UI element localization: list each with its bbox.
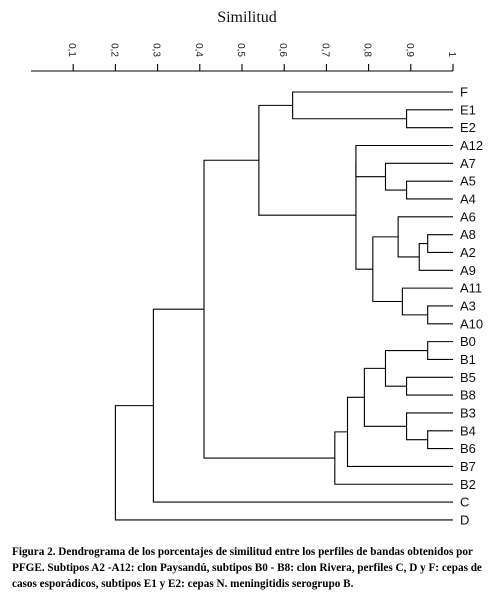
leaf-label-e2: E2 bbox=[460, 120, 476, 135]
dendrogram-link bbox=[418, 243, 453, 271]
chart-title: Similitud bbox=[217, 9, 277, 26]
leaf-label-a10: A10 bbox=[460, 316, 483, 331]
tick-label: 0,6 bbox=[277, 43, 288, 57]
dendrogram-link bbox=[406, 376, 453, 396]
leaf-labels: F E1 E2 A12 A7 A5 A4 A6 A8 A2 A9 A11 A3 A10 B0 B1 B5 B8 B3… bbox=[460, 85, 483, 528]
leaf-label-a6: A6 bbox=[460, 209, 476, 224]
leaf-label-a2: A2 bbox=[460, 245, 476, 260]
dendrogram-chart: Similitud 0,1 0,2 0,3 0,4 0,5 0,6 0,7 0,8 0,9 1 F… bbox=[31, 9, 483, 528]
dendrogram-link bbox=[203, 159, 335, 459]
leaf-label-d: D bbox=[460, 512, 469, 527]
leaf-label-a7: A7 bbox=[460, 156, 476, 171]
dendrogram-link bbox=[346, 396, 453, 467]
dendrogram-link bbox=[406, 180, 453, 200]
leaf-label-b5: B5 bbox=[460, 370, 476, 385]
dendrogram-link bbox=[258, 104, 356, 216]
dendrogram-link bbox=[114, 405, 453, 521]
dendrogram-link bbox=[152, 308, 453, 503]
leaf-label-b2: B2 bbox=[460, 477, 476, 492]
leaf-label-b8: B8 bbox=[460, 388, 476, 403]
leaf-label-a8: A8 bbox=[460, 227, 476, 242]
leaf-label-a5: A5 bbox=[460, 174, 476, 189]
leaf-label-a12: A12 bbox=[460, 138, 483, 153]
leaf-label-e1: E1 bbox=[460, 102, 476, 117]
dendrogram-link bbox=[427, 305, 453, 325]
dendrogram-link bbox=[397, 216, 453, 258]
dendrogram-links bbox=[114, 91, 453, 521]
dendrogram-link bbox=[427, 234, 453, 254]
dendrogram-link bbox=[292, 91, 453, 120]
tick-label: 1 bbox=[446, 51, 457, 57]
dendrogram-link bbox=[384, 162, 453, 191]
leaf-label-c: C bbox=[460, 495, 469, 510]
dendrogram-link bbox=[427, 341, 453, 360]
tick-label: 0,2 bbox=[108, 43, 119, 57]
leaf-label-a4: A4 bbox=[460, 191, 476, 206]
tick-label: 0,7 bbox=[319, 43, 330, 57]
leaf-label-a3: A3 bbox=[460, 298, 476, 313]
dendrogram-link bbox=[334, 431, 453, 485]
leaf-label-b7: B7 bbox=[460, 459, 476, 474]
figure-caption: Figura 2. Dendrograma de los porcentajes… bbox=[12, 546, 482, 590]
dendrogram-link bbox=[406, 109, 453, 129]
leaf-label-b0: B0 bbox=[460, 334, 476, 349]
dendrogram-link bbox=[355, 144, 453, 178]
tick-label: 0,1 bbox=[66, 43, 77, 57]
leaf-label-b6: B6 bbox=[460, 441, 476, 456]
tick-label: 0,5 bbox=[235, 43, 246, 57]
leaf-label-b3: B3 bbox=[460, 405, 476, 420]
dendrogram-link bbox=[406, 412, 453, 441]
leaf-label-a9: A9 bbox=[460, 263, 476, 278]
dendrogram-link bbox=[355, 161, 373, 270]
tick-label: 0,8 bbox=[362, 43, 373, 57]
tick-label: 0,4 bbox=[193, 43, 204, 57]
tick-label: 0,9 bbox=[404, 43, 415, 57]
dendrogram-link bbox=[427, 430, 453, 450]
similarity-axis: 0,1 0,2 0,3 0,4 0,5 0,6 0,7 0,8 0,9 1 bbox=[31, 43, 457, 72]
leaf-label-b4: B4 bbox=[460, 423, 476, 438]
leaf-label-f: F bbox=[460, 85, 468, 100]
tick-label: 0,3 bbox=[151, 43, 162, 57]
leaf-label-a11: A11 bbox=[460, 281, 482, 296]
leaf-label-b1: B1 bbox=[460, 352, 476, 367]
